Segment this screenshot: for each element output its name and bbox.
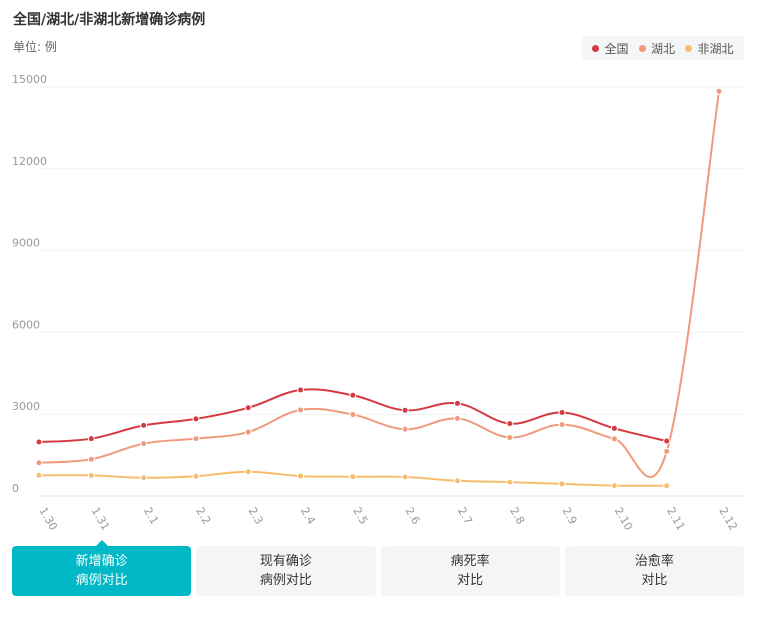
data-point-series-2: [453, 477, 461, 485]
legend-item-non-hubei[interactable]: 非湖北: [685, 40, 734, 57]
data-point-series-2: [401, 473, 409, 481]
x-axis-ticks: 1.30 1.31 2.1 2.2 2.3 2.4 2.5 2.6 2.7 2.8 2.9 2.10 2…: [36, 505, 740, 533]
data-point-series-1: [244, 428, 252, 436]
x-tick-label: 2.3: [246, 505, 266, 527]
y-tick-label: 6000: [12, 318, 40, 331]
y-tick-label: 15000: [12, 73, 47, 86]
data-point-series-1: [192, 435, 200, 443]
data-point-series-0: [558, 409, 566, 417]
chart-title: 全国/湖北/非湖北新增确诊病例: [13, 12, 206, 28]
data-point-series-0: [140, 421, 148, 429]
data-point-series-1: [715, 87, 723, 95]
data-point-series-0: [244, 404, 252, 412]
data-point-series-1: [558, 421, 566, 429]
legend-dot-national: [592, 44, 600, 52]
legend-dot-non-hubei: [685, 44, 693, 52]
x-tick-label: 1.30: [36, 505, 60, 533]
data-point-series-2: [35, 471, 43, 479]
tab-new-confirmed[interactable]: 新增确诊 病例对比: [12, 540, 192, 596]
data-point-series-0: [349, 391, 357, 399]
data-point-series-1: [35, 459, 43, 467]
data-point-series-0: [610, 424, 618, 432]
data-point-series-1: [506, 433, 514, 441]
x-tick-label: 2.1: [141, 505, 161, 527]
legend-item-national[interactable]: 全国: [592, 40, 629, 57]
tab-new-confirmed-line2: 病例对比: [75, 573, 128, 588]
data-point-series-1: [297, 406, 305, 414]
chart-legend: 全国 湖北 非湖北: [582, 36, 744, 60]
data-point-series-2: [610, 482, 618, 490]
x-tick-label: 2.8: [507, 505, 527, 527]
data-point-series-0: [87, 435, 95, 443]
data-point-series-0: [453, 399, 461, 407]
data-point-series-1: [401, 425, 409, 433]
data-point-series-1: [663, 447, 671, 455]
data-point-series-1: [453, 415, 461, 423]
x-tick-label: 2.11: [664, 505, 688, 533]
grid-lines: [40, 86, 745, 497]
data-point-series-2: [663, 482, 671, 490]
data-point-series-2: [558, 480, 566, 488]
tab-recovery-rate-line2: 对比: [641, 573, 668, 588]
legend-label-national: 全国: [604, 41, 629, 56]
data-point-series-1: [610, 435, 618, 443]
legend-dot-hubei: [638, 44, 646, 52]
y-tick-label: 12000: [12, 155, 47, 168]
data-point-series-2: [244, 468, 252, 476]
unit-label: 单位: 例: [13, 40, 57, 54]
tab-recovery-rate[interactable]: 治愈率 对比: [564, 546, 744, 596]
x-tick-label: 2.5: [350, 505, 370, 527]
data-point-series-0: [663, 437, 671, 445]
x-tick-label: 2.7: [455, 505, 475, 527]
x-tick-label: 2.12: [716, 505, 740, 533]
tab-current-confirmed-line1: 现有确诊: [259, 554, 312, 569]
data-point-series-0: [35, 438, 43, 446]
y-tick-label: 0: [12, 482, 19, 495]
tab-current-confirmed[interactable]: 现有确诊 病例对比: [196, 546, 376, 596]
x-tick-label: 1.31: [89, 505, 113, 533]
x-tick-label: 2.6: [403, 505, 423, 527]
data-point-series-0: [401, 406, 409, 414]
tab-recovery-rate-line1: 治愈率: [634, 554, 674, 569]
y-axis-ticks: 0 3000 6000 9000 12000 15000: [12, 73, 47, 495]
data-point-series-2: [140, 474, 148, 482]
data-point-series-1: [140, 440, 148, 448]
tab-fatality-rate-line1: 病死率: [450, 554, 490, 569]
y-tick-label: 9000: [12, 237, 40, 250]
data-point-series-1: [87, 455, 95, 463]
data-point-series-0: [506, 420, 514, 428]
tab-fatality-rate-line2: 对比: [457, 573, 484, 588]
data-point-series-2: [349, 473, 357, 481]
data-point-series-2: [297, 472, 305, 480]
data-point-series-2: [506, 478, 514, 486]
comparison-tabs: 新增确诊 病例对比 现有确诊 病例对比 病死率 对比 治愈率 对比: [12, 540, 744, 596]
tab-fatality-rate[interactable]: 病死率 对比: [380, 546, 560, 596]
x-tick-label: 2.9: [559, 505, 579, 527]
data-point-series-2: [87, 471, 95, 479]
data-point-series-0: [192, 415, 200, 423]
series-line-1: [38, 90, 720, 479]
y-tick-label: 3000: [12, 400, 40, 413]
series-points: [35, 87, 723, 490]
x-tick-label: 2.10: [612, 505, 636, 533]
line-chart: 0 3000 6000 9000 12000 15000 1.30 1.31 2.1 2.2 2.…: [12, 73, 745, 533]
x-tick-label: 2.4: [298, 505, 318, 527]
legend-item-hubei[interactable]: 湖北: [638, 40, 675, 57]
data-point-series-2: [192, 472, 200, 480]
legend-label-hubei: 湖北: [650, 41, 675, 56]
x-tick-label: 2.2: [193, 505, 213, 527]
legend-label-non-hubei: 非湖北: [697, 41, 734, 56]
tab-current-confirmed-line2: 病例对比: [259, 573, 312, 588]
data-point-series-0: [297, 386, 305, 394]
data-point-series-1: [349, 411, 357, 419]
tab-new-confirmed-line1: 新增确诊: [75, 554, 128, 569]
